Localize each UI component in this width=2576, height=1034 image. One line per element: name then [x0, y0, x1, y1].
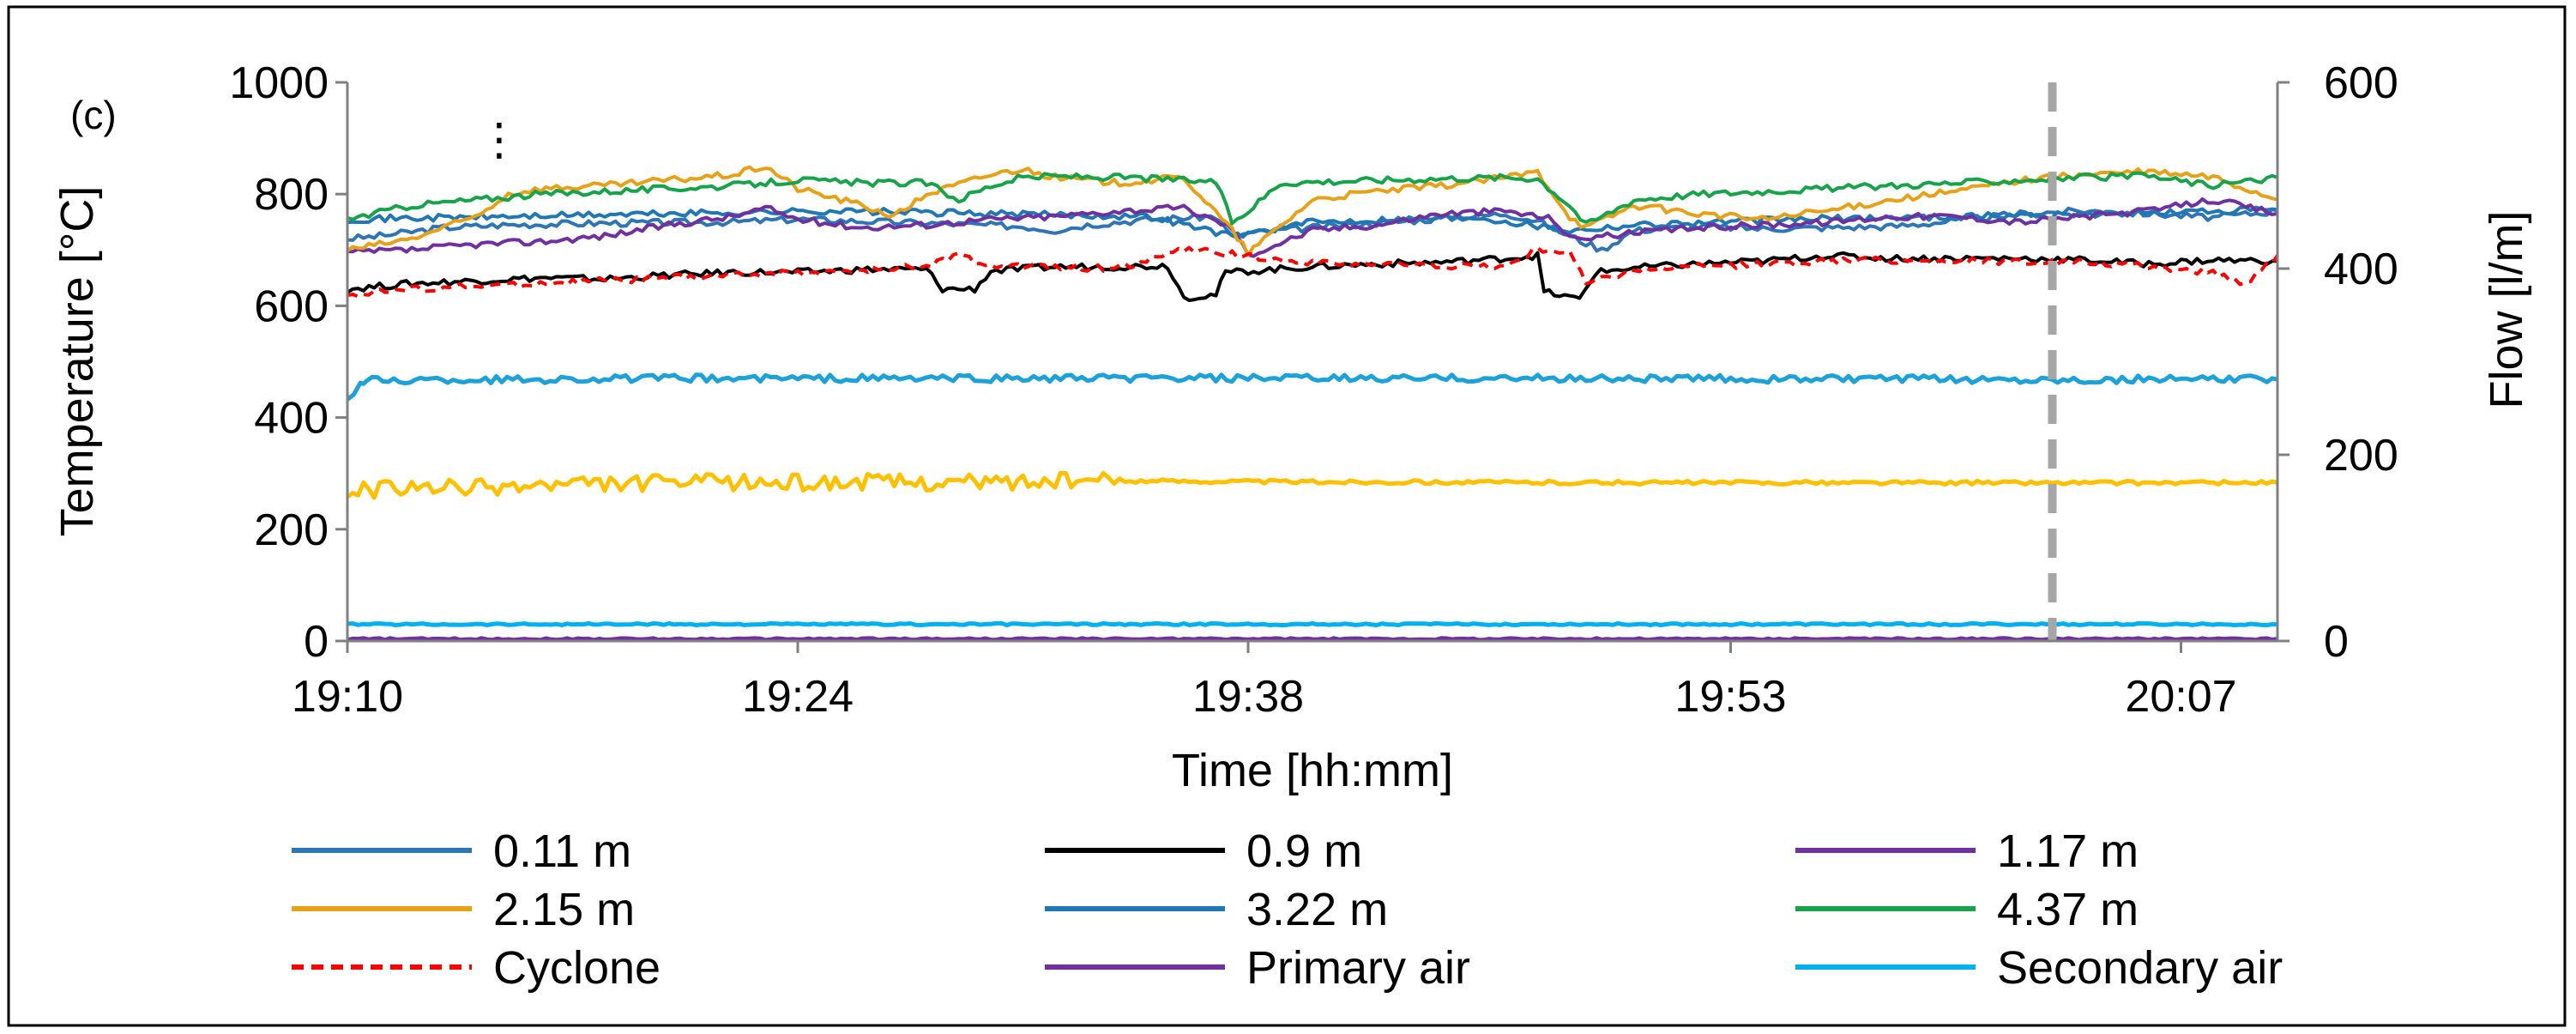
y2-axis-title: Flow [l/m]: [2481, 210, 2532, 408]
series-line-secondary-air: [347, 620, 2278, 627]
y2-tick-label: 200: [2324, 431, 2398, 481]
legend-label: Cyclone: [493, 942, 661, 994]
y-tick-label: 1000: [229, 58, 329, 108]
x-tick-label: 19:38: [1192, 672, 1304, 722]
series-layer: [346, 165, 2279, 643]
x-axis-title: Time [hh:mm]: [1172, 745, 1453, 796]
series-line-0-9-m: [346, 251, 2277, 302]
panel-label: (c): [70, 93, 117, 137]
series-line-1-17-m: [347, 197, 2278, 258]
series-line-cyclone: [347, 245, 2279, 299]
x-tick-label: 19:53: [1674, 672, 1786, 722]
legend-label: 3.22 m: [1246, 884, 1388, 935]
legend-label: 0.9 m: [1246, 825, 1362, 877]
y-axis-ticks: 0 200 400 600 800 1000: [229, 58, 347, 667]
legend-label: 0.11 m: [493, 825, 631, 877]
y-axis-title: Temperature [°C]: [51, 186, 103, 537]
y-tick-label: 0: [304, 617, 329, 667]
x-tick-label: 19:10: [292, 672, 403, 722]
x-axis-ticks: 19:10 19:24 19:38 19:53 20:07: [292, 641, 2237, 722]
x-tick-label: 20:07: [2125, 672, 2236, 722]
x-tick-label: 19:24: [742, 672, 854, 722]
legend-label: 2.15 m: [493, 884, 635, 935]
series-line-flow-a: [346, 372, 2278, 402]
chart-border: [7, 5, 2567, 1027]
legend-label: Secondary air: [1997, 942, 2283, 994]
series-line-0-11-m: [347, 206, 2278, 253]
legend-label: 1.17 m: [1997, 825, 2139, 877]
y-tick-label: 200: [254, 505, 329, 555]
legend: 0.11 m 0.9 m 1.17 m 2.15 m 3.22 m 4.37 m Cyclo…: [292, 825, 2283, 994]
legend-label: Primary air: [1246, 942, 1470, 994]
ellipsis-mark: ⋮: [477, 115, 522, 165]
y2-tick-label: 400: [2324, 245, 2398, 294]
legend-label: 4.37 m: [1997, 884, 2139, 935]
y-tick-label: 600: [254, 281, 329, 331]
y-tick-label: 800: [254, 170, 329, 220]
y-tick-label: 400: [254, 394, 329, 444]
y2-tick-label: 600: [2324, 58, 2398, 108]
y2-tick-label: 0: [2324, 617, 2349, 667]
series-line-2-15-m: [346, 165, 2278, 257]
series-line-flow-b: [346, 470, 2278, 500]
y2-axis-ticks: 0 200 400 600: [2277, 58, 2398, 667]
series-line-4-37-m: [347, 171, 2278, 226]
